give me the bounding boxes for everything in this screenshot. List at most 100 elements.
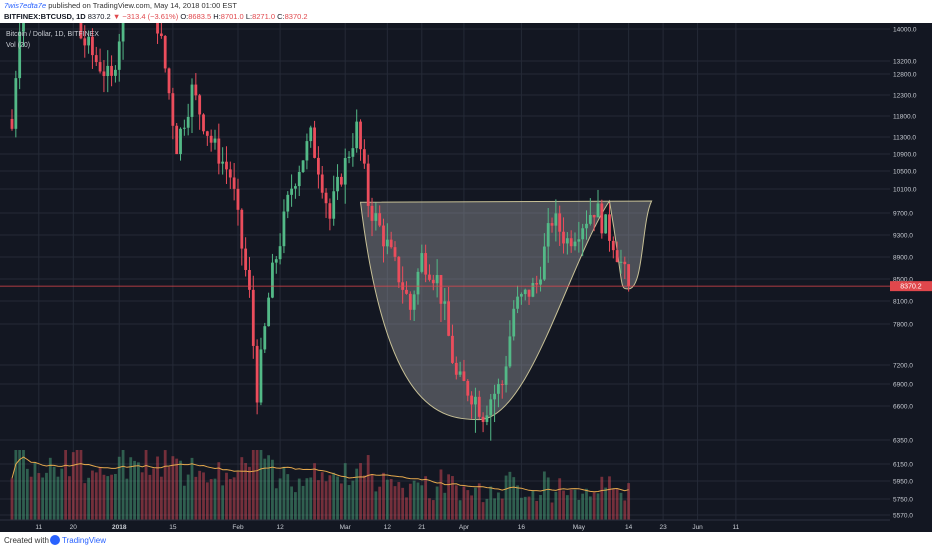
- volume-bar: [489, 486, 493, 520]
- candle: [504, 366, 508, 385]
- volume-bar: [462, 486, 466, 520]
- candle: [412, 294, 416, 310]
- volume-bar: [60, 468, 64, 520]
- candle: [94, 55, 98, 63]
- volume-bar: [389, 478, 393, 520]
- volume-bar: [416, 482, 420, 520]
- volume-bar: [588, 496, 592, 520]
- volume-bar: [527, 496, 531, 520]
- volume-bar: [209, 479, 213, 520]
- volume-bar: [10, 478, 14, 520]
- volume-bar: [244, 463, 248, 520]
- candle: [194, 84, 198, 96]
- volume-bar: [454, 485, 458, 520]
- price-tick-label: 8500.0: [893, 277, 913, 284]
- candle: [500, 384, 504, 386]
- candle: [167, 68, 171, 94]
- volume-bar: [110, 474, 113, 520]
- candle: [198, 95, 202, 115]
- time-tick-label: 11: [732, 524, 739, 531]
- volume-bar: [519, 497, 523, 520]
- time-tick-label: 20: [70, 524, 78, 531]
- volume-bar: [83, 483, 87, 520]
- volume-bar: [64, 450, 68, 520]
- volume-bar: [385, 479, 389, 520]
- volume-bar: [470, 495, 473, 520]
- candle: [355, 121, 359, 149]
- price-axis[interactable]: [890, 23, 932, 532]
- candle: [339, 176, 343, 185]
- volume-bar: [535, 500, 539, 520]
- volume-bar: [175, 458, 179, 520]
- volume-bar: [324, 481, 328, 520]
- author-link[interactable]: 7wis7edta7e: [4, 1, 47, 10]
- volume-bar: [167, 466, 171, 520]
- candle: [290, 188, 293, 195]
- price-tick-label: 10900.0: [893, 152, 917, 159]
- candle: [420, 253, 424, 272]
- volume-bar: [106, 476, 110, 520]
- candle: [324, 192, 328, 204]
- volume-bar: [347, 485, 351, 520]
- volume-bar: [217, 462, 221, 520]
- price-chart[interactable]: Bitcoin / Dollar, 1D, BITFINEX Vol (20) …: [0, 23, 932, 532]
- candle: [110, 65, 113, 76]
- high-value: 8701.0: [220, 12, 244, 21]
- volume-bar: [458, 500, 462, 520]
- volume-bar: [512, 477, 516, 520]
- candle: [102, 71, 106, 77]
- volume-bar: [228, 479, 232, 520]
- volume-bar: [328, 475, 332, 520]
- volume-bar: [232, 477, 236, 520]
- volume-bar: [22, 450, 25, 520]
- high-label: H:: [213, 12, 221, 21]
- candle: [439, 275, 443, 304]
- volume-bar: [251, 450, 255, 520]
- candle: [14, 78, 18, 129]
- candle: [370, 205, 374, 221]
- volume-bar: [550, 502, 554, 520]
- volume-bar: [615, 489, 619, 520]
- volume-bar: [408, 483, 412, 520]
- volume-bar: [320, 472, 324, 520]
- volume-bar: [225, 472, 228, 520]
- candle: [255, 345, 259, 403]
- volume-bar: [294, 492, 297, 520]
- volume-bar: [52, 466, 56, 520]
- candle: [562, 231, 565, 244]
- volume-bar: [382, 472, 385, 520]
- candle: [328, 203, 332, 219]
- time-tick-label: 16: [518, 524, 526, 531]
- volume-bar: [121, 450, 125, 520]
- price-axis-labels: 14000.0 13200.0 12800.0 12300.0 11800.0 11300…: [893, 27, 917, 533]
- volume-bar: [539, 495, 542, 520]
- candle: [581, 228, 585, 240]
- volume-bar: [562, 490, 565, 520]
- candle: [447, 301, 451, 336]
- candle: [592, 214, 596, 218]
- volume-bar: [255, 450, 259, 520]
- tradingview-link[interactable]: TradingView: [62, 536, 107, 545]
- candle: [554, 213, 558, 226]
- volume-bar: [125, 478, 129, 520]
- volume-bar: [205, 482, 209, 520]
- volume-bar: [48, 457, 52, 520]
- candle: [519, 294, 523, 297]
- candle: [190, 84, 194, 117]
- volume-bar: [362, 475, 366, 520]
- volume-bar: [282, 466, 286, 520]
- volume-bar: [221, 485, 225, 520]
- time-tick-label: 23: [659, 524, 667, 531]
- price-change: −313.4 (−3.61%): [122, 12, 179, 21]
- volume-bar: [29, 476, 33, 520]
- candle: [156, 23, 159, 34]
- time-tick-label: 2018: [112, 524, 127, 531]
- candle: [22, 23, 25, 32]
- candle: [163, 36, 167, 69]
- candle: [205, 131, 209, 136]
- candle: [251, 289, 255, 346]
- close-label: C:: [277, 12, 285, 21]
- volume-bar: [343, 463, 347, 520]
- cup-and-handle-pattern[interactable]: [359, 199, 653, 421]
- time-axis[interactable]: [0, 520, 932, 532]
